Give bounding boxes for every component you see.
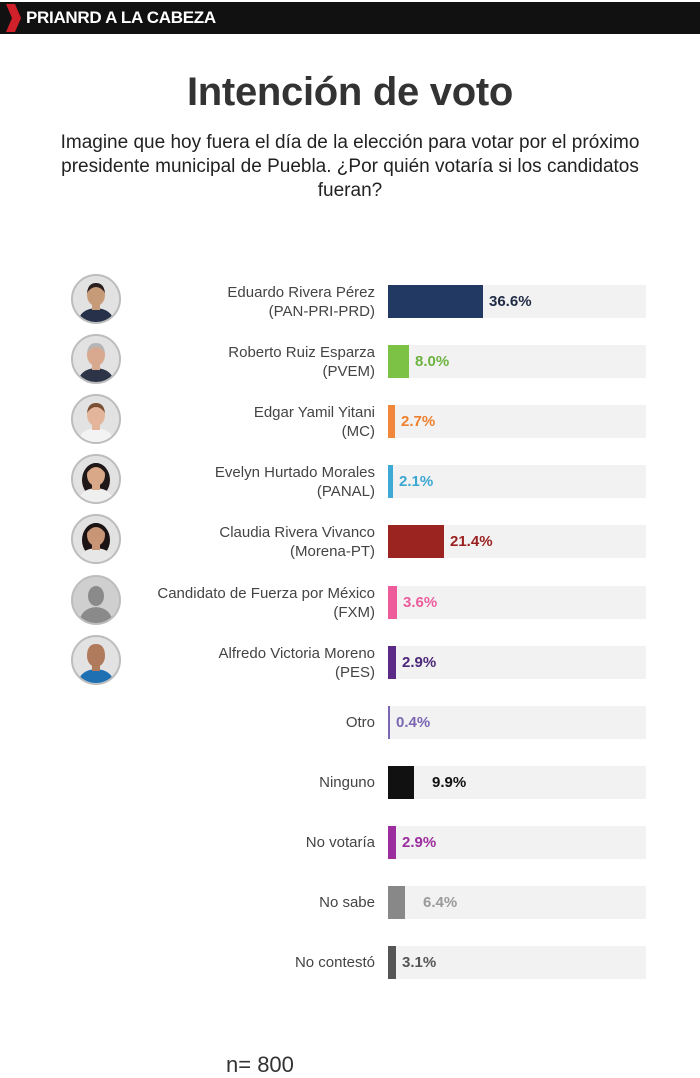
bar <box>388 825 396 859</box>
survey-question: Imagine que hoy fuera el día de la elecc… <box>60 132 640 201</box>
category-party: (PVEM) <box>322 363 376 381</box>
chart-row: No votaría 2.9% <box>0 812 700 872</box>
avatar <box>71 574 121 625</box>
avatar <box>71 454 121 505</box>
chart-row: No sabe 6.4% <box>0 872 700 932</box>
category-name: No contestó <box>294 954 375 972</box>
chart-row: No contestó 3.1% <box>0 932 700 992</box>
chart-row: Ninguno 9.9% <box>0 752 700 812</box>
data-label: 9.9% <box>432 773 467 791</box>
bar-track: 0.4% <box>388 705 646 739</box>
page-title: Intención de voto <box>186 70 513 114</box>
chart-row: Otro 0.4% <box>0 692 700 752</box>
avatar <box>71 274 121 324</box>
category-label: Evelyn Hurtado Morales (PANAL) <box>215 463 375 501</box>
chart-row: Roberto Ruiz Esparza (PVEM) 8.0% <box>0 331 700 391</box>
chart-row: Alfredo Victoria Moreno (PES) 2.9% <box>0 632 700 692</box>
data-label: 21.4% <box>450 533 493 551</box>
chart-row: Candidato de Fuerza por México (FXM) 3.6% <box>0 572 700 632</box>
category-label: No contestó <box>295 953 375 972</box>
chart-row: Evelyn Hurtado Morales (PANAL) 2.1% <box>0 451 700 511</box>
bar-track: 36.6% <box>388 285 646 318</box>
data-label: 2.1% <box>399 473 434 491</box>
category-party: (PANAL) <box>316 483 375 501</box>
header-bar: PRIANRD A LA CABEZA <box>0 2 700 34</box>
avatar <box>71 394 121 445</box>
category-name: No votaría <box>305 833 375 851</box>
bar-track: 2.9% <box>388 825 646 859</box>
bar <box>388 585 397 619</box>
category-name: Alfredo Victoria Moreno <box>218 644 375 662</box>
bar-track: 21.4% <box>388 525 646 559</box>
category-label: Alfredo Victoria Moreno (PES) <box>219 644 375 682</box>
bar-track: 3.6% <box>388 585 646 619</box>
data-label: 6.4% <box>423 894 458 911</box>
avatar <box>71 634 121 685</box>
category-name: Edgar Yamil Yitani <box>253 404 375 422</box>
bar-track: 3.1% <box>388 946 646 980</box>
chart-row: Claudia Rivera Vivanco (Morena-PT) 21.4% <box>0 511 700 571</box>
category-party: (PES) <box>334 663 375 681</box>
bar-track: 8.0% <box>388 345 646 379</box>
data-label: 2.7% <box>401 413 436 431</box>
bar-track: 2.1% <box>388 465 646 499</box>
category-party: (Morena-PT) <box>289 543 375 561</box>
bar <box>388 886 405 919</box>
bar-track: 2.7% <box>388 405 646 439</box>
chevron-right-icon <box>6 4 21 32</box>
bar <box>388 285 483 318</box>
sample-size-note: n= 800 <box>226 1052 294 1077</box>
bar <box>388 405 395 439</box>
category-name: Roberto Ruiz Esparza <box>228 344 375 362</box>
chart-row: Edgar Yamil Yitani (MC) 2.7% <box>0 391 700 451</box>
category-label: Claudia Rivera Vivanco (Morena-PT) <box>219 523 375 561</box>
data-label: 3.6% <box>403 593 438 611</box>
bar <box>388 525 444 559</box>
category-label: Roberto Ruiz Esparza (PVEM) <box>228 343 375 381</box>
data-label: 0.4% <box>396 713 431 731</box>
data-label: 8.0% <box>415 353 450 371</box>
bar-track: 2.9% <box>388 645 646 679</box>
bar <box>388 765 414 799</box>
bar-track: 9.9% <box>388 765 646 799</box>
category-party: (PAN-PRI-PRD) <box>268 303 375 320</box>
section-label: PRIANRD A LA CABEZA <box>26 8 216 27</box>
avatar <box>71 334 121 385</box>
category-party: (FXM) <box>333 603 375 621</box>
category-name: Candidato de Fuerza por México <box>157 584 375 602</box>
data-label: 2.9% <box>402 653 437 671</box>
bar-track: 6.4% <box>388 886 646 919</box>
category-name: Ninguno <box>319 773 375 791</box>
category-name: Evelyn Hurtado Morales <box>214 464 375 482</box>
category-name: Otro <box>345 713 375 731</box>
category-label: Eduardo Rivera Pérez (PAN-PRI-PRD) <box>227 283 375 321</box>
data-label: 36.6% <box>489 293 532 310</box>
bar <box>388 465 393 499</box>
bar <box>388 946 396 980</box>
category-label: No sabe <box>319 893 375 912</box>
avatar <box>71 514 121 565</box>
category-label: Edgar Yamil Yitani (MC) <box>254 403 375 441</box>
bar <box>388 645 396 679</box>
bar <box>388 345 409 379</box>
category-label: Otro <box>346 713 375 732</box>
category-label: No votaría <box>306 833 375 852</box>
category-label: Ninguno <box>319 773 375 792</box>
category-name: No sabe <box>319 894 375 911</box>
bar <box>388 705 390 739</box>
data-label: 3.1% <box>402 954 437 972</box>
category-label: Candidato de Fuerza por México (FXM) <box>157 584 375 622</box>
data-label: 2.9% <box>402 833 437 851</box>
category-party: (MC) <box>341 423 375 441</box>
category-name: Eduardo Rivera Pérez <box>227 284 375 301</box>
chart-row: Eduardo Rivera Pérez (PAN-PRI-PRD) 36.6% <box>0 271 700 331</box>
category-name: Claudia Rivera Vivanco <box>219 524 375 542</box>
